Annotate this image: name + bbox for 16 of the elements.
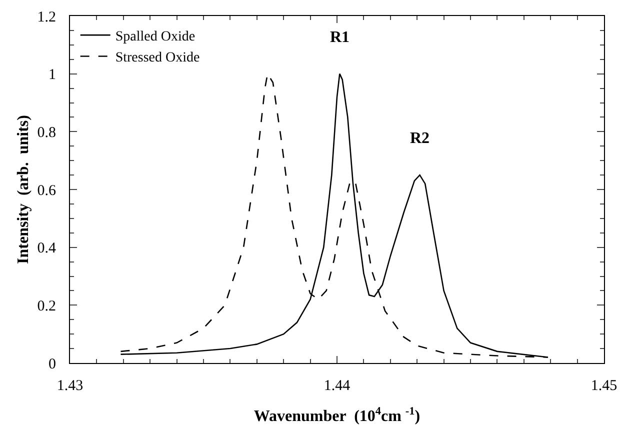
y-tick-label: 0.2 bbox=[37, 298, 56, 314]
y-tick-label: 0 bbox=[48, 356, 56, 372]
y-tick-label: 0.6 bbox=[37, 182, 56, 199]
annotation: R2 bbox=[410, 130, 430, 147]
x-tick-label: 1.43 bbox=[56, 378, 84, 394]
y-axis-title: Intensity (arb. units) bbox=[15, 115, 32, 264]
y-tick-label: 0.8 bbox=[37, 124, 56, 141]
legend-label: Stressed Oxide bbox=[115, 50, 200, 66]
y-tick-label: 1 bbox=[48, 67, 56, 84]
y-tick-label: 0.4 bbox=[37, 240, 56, 257]
x-axis-title: Wavenumber (10$^{4}$cm $^{-1}$) bbox=[254, 405, 420, 425]
x-tick-label: 1.44 bbox=[324, 378, 351, 394]
annotation: R1 bbox=[330, 29, 350, 46]
legend-label: Spalled Oxide bbox=[115, 30, 196, 45]
x-tick-label: 1.45 bbox=[590, 378, 618, 394]
y-tick-label: 1.2 bbox=[37, 9, 56, 26]
